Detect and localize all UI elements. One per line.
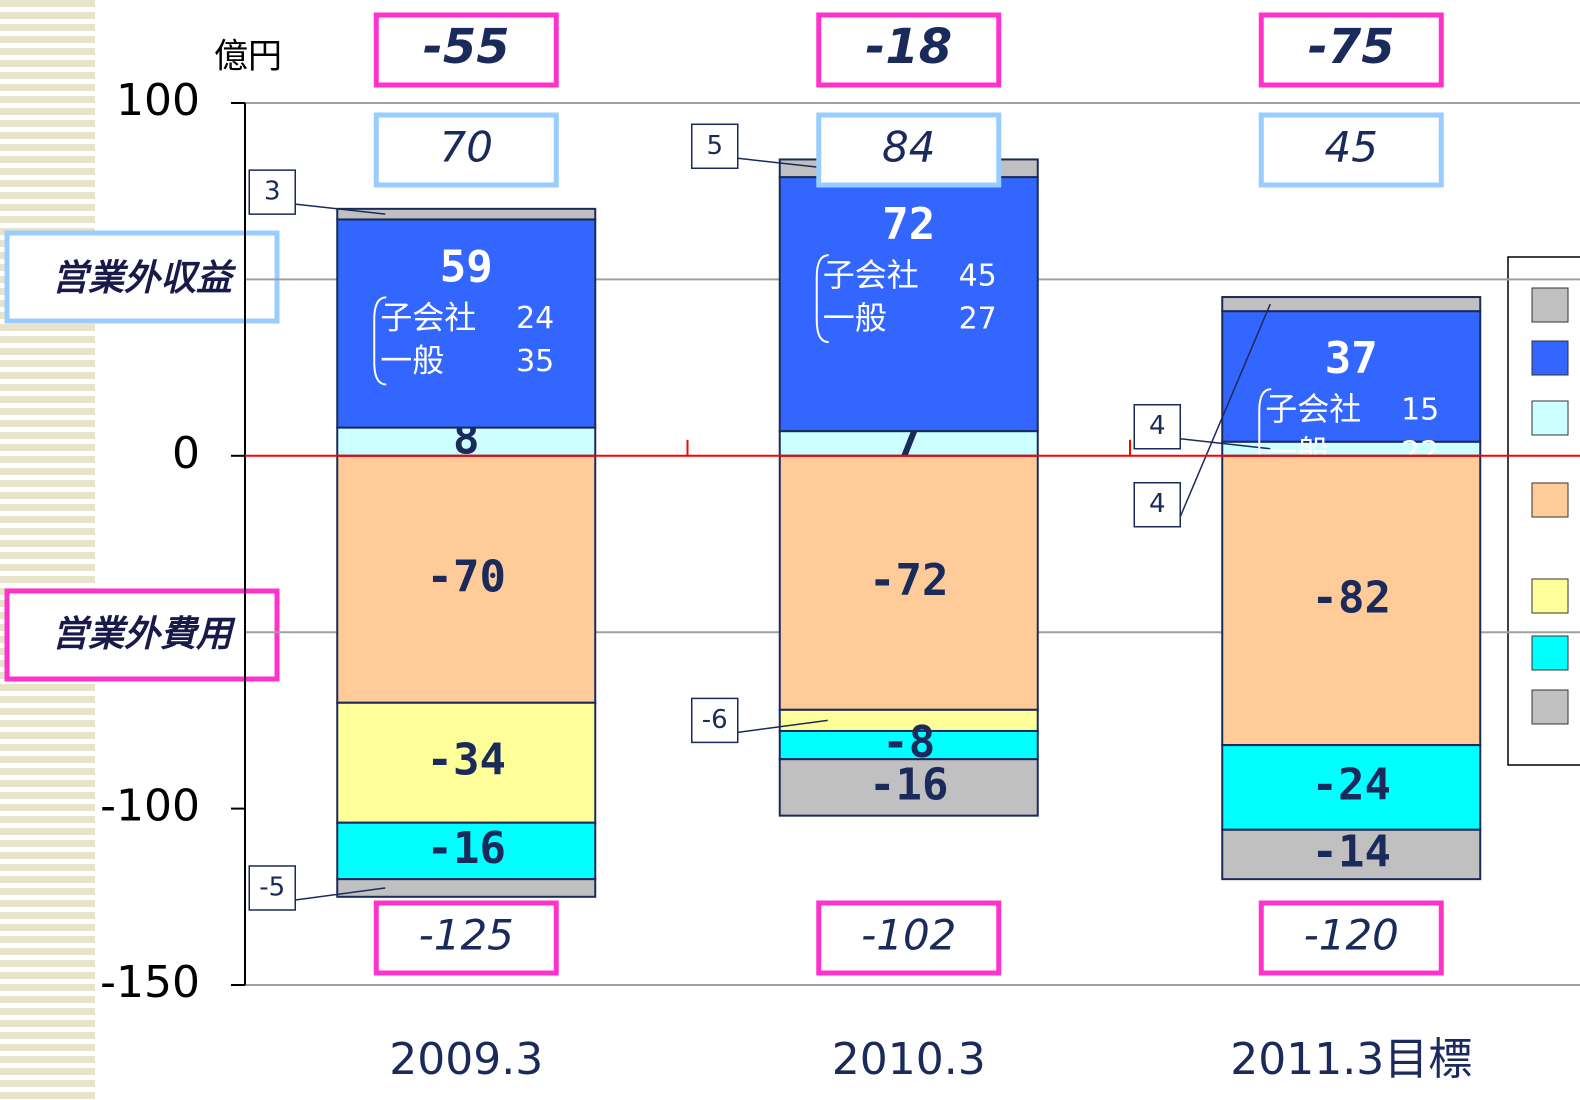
segment-label: -72 bbox=[869, 555, 948, 606]
bar-segment bbox=[1221, 440, 1482, 457]
y-tick-label: -150 bbox=[100, 957, 200, 1008]
bar-segment bbox=[1221, 310, 1482, 443]
segment-label: -70 bbox=[427, 551, 506, 602]
callout-box bbox=[691, 697, 739, 744]
bar-segment bbox=[1221, 828, 1482, 881]
bar-segment bbox=[1221, 296, 1482, 313]
legend-swatch bbox=[1531, 340, 1569, 376]
callout-leader bbox=[295, 203, 386, 215]
expense-total-box bbox=[373, 900, 559, 976]
unit-label: 億円 bbox=[214, 37, 282, 77]
callout-leader bbox=[737, 157, 828, 170]
expense-total-box bbox=[1258, 900, 1444, 976]
callout-label: 4 bbox=[1149, 489, 1166, 519]
callout-leader bbox=[295, 887, 386, 901]
expense-label: 営業外費用 bbox=[52, 614, 236, 655]
expense-total: -125 bbox=[419, 911, 514, 960]
bar-segment bbox=[1221, 744, 1482, 831]
callout-box bbox=[248, 865, 296, 911]
income-total-box bbox=[373, 112, 559, 188]
net-value-box bbox=[373, 12, 559, 88]
legend-swatch bbox=[1531, 287, 1569, 323]
legend-swatch bbox=[1531, 400, 1569, 436]
expense-total-box bbox=[816, 900, 1002, 976]
callout-box bbox=[248, 169, 296, 215]
callout-box bbox=[1133, 403, 1181, 450]
legend-swatch bbox=[1531, 482, 1569, 518]
segment-label: 37 bbox=[1325, 333, 1378, 384]
expense-label-box bbox=[4, 588, 280, 682]
breakdown-label: 一般 bbox=[380, 341, 444, 379]
net-value-box bbox=[1258, 12, 1444, 88]
segment-label: 59 bbox=[440, 241, 493, 292]
income-total: 45 bbox=[1325, 123, 1378, 172]
segment-label: -14 bbox=[1312, 826, 1391, 877]
x-tick-label: 2010.3 bbox=[832, 1034, 986, 1085]
callout-label: 5 bbox=[706, 131, 723, 161]
income-label-box bbox=[4, 230, 280, 324]
breakdown-label: 子会社 bbox=[380, 298, 476, 336]
callout-leader bbox=[1179, 303, 1271, 518]
callout-leader bbox=[1180, 437, 1271, 450]
bar-segment bbox=[336, 821, 597, 881]
bar-segment bbox=[336, 878, 597, 898]
breakdown-value: 15 bbox=[1401, 393, 1439, 428]
y-tick-label: 100 bbox=[116, 75, 200, 126]
segment-label: -82 bbox=[1312, 572, 1391, 623]
x-tick-label: 2009.3 bbox=[389, 1034, 543, 1085]
segment-label: -16 bbox=[869, 759, 948, 810]
callout-label: -5 bbox=[259, 872, 285, 902]
bar-segment bbox=[778, 176, 1039, 433]
breakdown-value: 27 bbox=[959, 302, 997, 337]
legend-swatch bbox=[1531, 689, 1569, 725]
breakdown-label: 子会社 bbox=[823, 256, 919, 294]
callout-leader bbox=[737, 719, 828, 734]
segment-label: -16 bbox=[427, 823, 506, 874]
net-value: -18 bbox=[865, 19, 952, 75]
segment-label: 72 bbox=[882, 199, 935, 250]
net-value-box bbox=[816, 12, 1002, 88]
breakdown-value: 24 bbox=[516, 301, 554, 336]
callout-label: 3 bbox=[264, 177, 281, 207]
expense-total: -120 bbox=[1304, 911, 1399, 960]
bar-segment bbox=[778, 454, 1039, 711]
breakdown-label: 子会社 bbox=[1265, 390, 1361, 428]
callout-box bbox=[691, 123, 739, 170]
net-value: -75 bbox=[1308, 19, 1395, 75]
net-value: -55 bbox=[423, 19, 510, 75]
expense-total: -102 bbox=[861, 911, 956, 960]
y-tick-label: -100 bbox=[100, 781, 200, 832]
callout-label: -6 bbox=[702, 705, 728, 735]
bar-segment bbox=[336, 701, 597, 824]
breakdown-value: 35 bbox=[516, 344, 554, 379]
bar-segment bbox=[336, 218, 597, 429]
segment-label: -34 bbox=[427, 735, 506, 786]
legend-swatch bbox=[1531, 578, 1569, 614]
income-label: 営業外収益 bbox=[52, 258, 237, 299]
y-tick-label: 0 bbox=[172, 428, 200, 479]
breakdown-value: 45 bbox=[959, 259, 997, 294]
breakdown-bracket bbox=[373, 296, 387, 386]
x-tick-label: 2011.3目標 bbox=[1230, 1034, 1472, 1085]
income-total: 70 bbox=[440, 123, 493, 172]
bar-segment bbox=[336, 207, 597, 221]
bar-segment bbox=[1221, 454, 1482, 747]
callout-label: 4 bbox=[1149, 411, 1166, 441]
decor-stripes bbox=[0, 0, 95, 1100]
bar-segment bbox=[778, 758, 1039, 817]
breakdown-bracket bbox=[815, 254, 829, 344]
income-total-box bbox=[816, 112, 1002, 188]
legend-swatch bbox=[1531, 635, 1569, 671]
segment-label: -24 bbox=[1312, 759, 1391, 810]
income-total: 84 bbox=[882, 123, 935, 172]
callout-box bbox=[1133, 481, 1181, 528]
income-total-box bbox=[1258, 112, 1444, 188]
breakdown-label: 一般 bbox=[823, 299, 887, 337]
